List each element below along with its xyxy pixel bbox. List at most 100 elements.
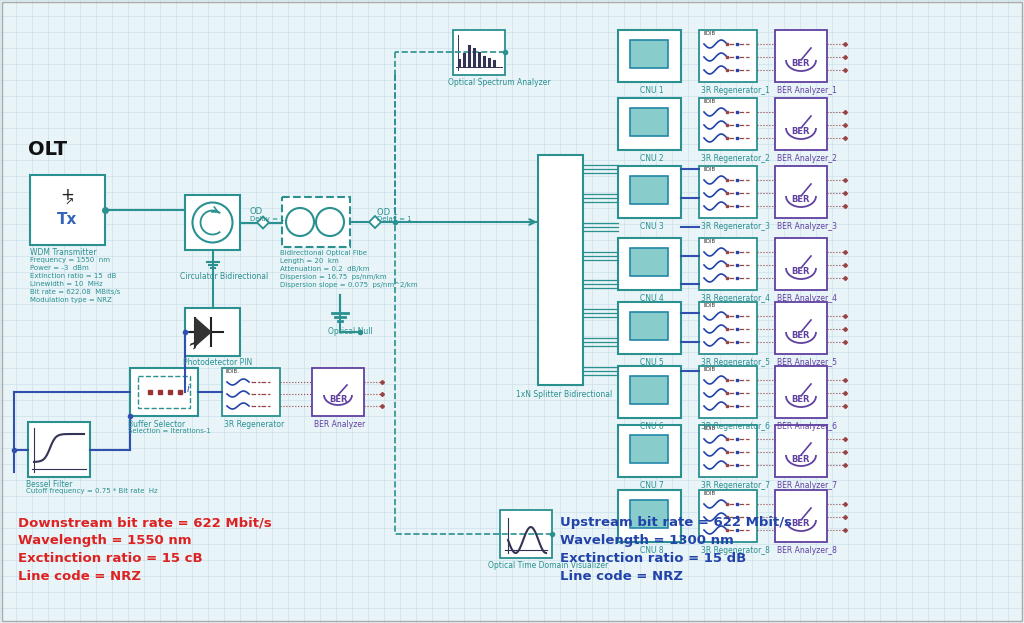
Polygon shape bbox=[257, 217, 269, 229]
Text: Line code = NRZ: Line code = NRZ bbox=[18, 570, 141, 583]
Text: Extinction ratio = 15  dB: Extinction ratio = 15 dB bbox=[30, 273, 117, 279]
Text: IIDIB: IIDIB bbox=[703, 491, 715, 496]
Text: 3R Regenerator_4: 3R Regenerator_4 bbox=[701, 294, 770, 303]
FancyBboxPatch shape bbox=[775, 238, 827, 290]
Text: BER: BER bbox=[792, 455, 810, 464]
FancyBboxPatch shape bbox=[775, 366, 827, 418]
Text: Circulator Bidirectional: Circulator Bidirectional bbox=[180, 272, 268, 281]
Text: 3R Regenerator_3: 3R Regenerator_3 bbox=[701, 222, 770, 231]
Text: 3R Regenerator_2: 3R Regenerator_2 bbox=[701, 154, 770, 163]
FancyBboxPatch shape bbox=[618, 166, 681, 218]
FancyBboxPatch shape bbox=[630, 500, 668, 528]
FancyBboxPatch shape bbox=[699, 238, 757, 290]
Text: BER: BER bbox=[329, 396, 347, 404]
Text: Optical Spectrum Analyzer: Optical Spectrum Analyzer bbox=[449, 78, 551, 87]
FancyBboxPatch shape bbox=[630, 435, 668, 463]
FancyBboxPatch shape bbox=[630, 40, 668, 68]
FancyBboxPatch shape bbox=[699, 98, 757, 150]
FancyBboxPatch shape bbox=[775, 302, 827, 354]
Text: i: i bbox=[186, 384, 189, 394]
Text: Frequency = 1550  nm: Frequency = 1550 nm bbox=[30, 257, 110, 263]
Text: BER: BER bbox=[792, 196, 810, 204]
FancyBboxPatch shape bbox=[185, 195, 240, 250]
Text: CNU 1: CNU 1 bbox=[640, 86, 664, 95]
Text: Downstream bit rate = 622 Mbit/s: Downstream bit rate = 622 Mbit/s bbox=[18, 516, 271, 529]
Text: BER Analyzer_1: BER Analyzer_1 bbox=[777, 86, 837, 95]
Text: Modulation type = NRZ: Modulation type = NRZ bbox=[30, 297, 112, 303]
FancyBboxPatch shape bbox=[130, 368, 198, 416]
Text: Dispersion slope = 0.075  ps/nm^2/km: Dispersion slope = 0.075 ps/nm^2/km bbox=[280, 282, 418, 288]
FancyBboxPatch shape bbox=[618, 425, 681, 477]
FancyBboxPatch shape bbox=[30, 175, 105, 245]
Text: CNU 3: CNU 3 bbox=[640, 222, 664, 231]
Text: BER Analyzer_7: BER Analyzer_7 bbox=[777, 481, 837, 490]
Text: BER Analyzer_2: BER Analyzer_2 bbox=[777, 154, 837, 163]
FancyBboxPatch shape bbox=[699, 30, 757, 82]
FancyBboxPatch shape bbox=[775, 490, 827, 542]
FancyBboxPatch shape bbox=[699, 425, 757, 477]
Text: Delay = 1: Delay = 1 bbox=[250, 216, 285, 222]
Polygon shape bbox=[195, 318, 211, 346]
Text: Cutoff frequency = 0.75 * Bit rate  Hz: Cutoff frequency = 0.75 * Bit rate Hz bbox=[26, 488, 158, 494]
FancyBboxPatch shape bbox=[775, 98, 827, 150]
Text: Upstream bit rate = 622 Mbit/s: Upstream bit rate = 622 Mbit/s bbox=[560, 516, 792, 529]
Text: BER Analyzer: BER Analyzer bbox=[314, 420, 366, 429]
Text: Power = -3  dBm: Power = -3 dBm bbox=[30, 265, 89, 271]
Text: CNU 2: CNU 2 bbox=[640, 154, 664, 163]
Text: BER: BER bbox=[792, 60, 810, 69]
Text: IIDIB: IIDIB bbox=[703, 239, 715, 244]
FancyBboxPatch shape bbox=[282, 197, 350, 247]
Text: 3R Regenerator_6: 3R Regenerator_6 bbox=[701, 422, 770, 431]
Text: Wavelength = 1300 nm: Wavelength = 1300 nm bbox=[560, 534, 734, 547]
Text: CNU 4: CNU 4 bbox=[640, 294, 664, 303]
Text: Exctinction ratio = 15 cB: Exctinction ratio = 15 cB bbox=[18, 552, 203, 565]
Text: OLT: OLT bbox=[28, 140, 68, 159]
FancyBboxPatch shape bbox=[138, 376, 190, 408]
FancyBboxPatch shape bbox=[618, 30, 681, 82]
Text: BER Analyzer_3: BER Analyzer_3 bbox=[777, 222, 837, 231]
Text: Attenuation = 0.2  dB/km: Attenuation = 0.2 dB/km bbox=[280, 266, 370, 272]
FancyBboxPatch shape bbox=[699, 490, 757, 542]
Text: Photodetector PIN: Photodetector PIN bbox=[183, 358, 252, 367]
Text: ↗: ↗ bbox=[65, 198, 74, 208]
Text: IIDIB.: IIDIB. bbox=[225, 369, 239, 374]
Text: Buffer Selector: Buffer Selector bbox=[128, 420, 185, 429]
Text: 1xN Splitter Bidirectional: 1xN Splitter Bidirectional bbox=[516, 390, 612, 399]
Text: BER: BER bbox=[792, 396, 810, 404]
FancyBboxPatch shape bbox=[630, 176, 668, 204]
Text: Selection = Iterations-1: Selection = Iterations-1 bbox=[128, 428, 211, 434]
FancyBboxPatch shape bbox=[630, 376, 668, 404]
Text: +: + bbox=[60, 186, 75, 204]
Text: BER Analyzer_4: BER Analyzer_4 bbox=[777, 294, 837, 303]
FancyBboxPatch shape bbox=[618, 302, 681, 354]
FancyBboxPatch shape bbox=[500, 510, 552, 558]
FancyBboxPatch shape bbox=[630, 108, 668, 136]
Text: BER Analyzer_5: BER Analyzer_5 bbox=[777, 358, 837, 367]
Text: Linewidth = 10  MHz: Linewidth = 10 MHz bbox=[30, 281, 102, 287]
FancyBboxPatch shape bbox=[28, 422, 90, 477]
FancyBboxPatch shape bbox=[222, 368, 280, 416]
Text: OD 1: OD 1 bbox=[377, 208, 398, 217]
FancyBboxPatch shape bbox=[775, 425, 827, 477]
Text: Wavelength = 1550 nm: Wavelength = 1550 nm bbox=[18, 534, 191, 547]
FancyBboxPatch shape bbox=[699, 366, 757, 418]
Text: Delay = 1: Delay = 1 bbox=[377, 216, 412, 222]
FancyBboxPatch shape bbox=[699, 166, 757, 218]
Text: OD: OD bbox=[250, 207, 263, 217]
FancyBboxPatch shape bbox=[618, 98, 681, 150]
FancyBboxPatch shape bbox=[618, 238, 681, 290]
FancyBboxPatch shape bbox=[630, 248, 668, 276]
FancyBboxPatch shape bbox=[699, 302, 757, 354]
Text: Dispersion = 16.75  ps/nm/km: Dispersion = 16.75 ps/nm/km bbox=[280, 274, 387, 280]
Text: Exctinction ratio = 15 dB: Exctinction ratio = 15 dB bbox=[560, 552, 746, 565]
FancyBboxPatch shape bbox=[312, 368, 364, 416]
Text: Bessel Filter: Bessel Filter bbox=[26, 480, 73, 489]
Text: BER: BER bbox=[792, 128, 810, 136]
Text: 3R Regenerator_7: 3R Regenerator_7 bbox=[701, 481, 770, 490]
FancyBboxPatch shape bbox=[538, 155, 583, 385]
Text: BER: BER bbox=[792, 267, 810, 277]
Text: Bit rate = 622.08  MBits/s: Bit rate = 622.08 MBits/s bbox=[30, 289, 121, 295]
Text: 3R Regenerator: 3R Regenerator bbox=[224, 420, 285, 429]
Text: BER: BER bbox=[792, 331, 810, 341]
Text: IIDIB: IIDIB bbox=[703, 99, 715, 104]
